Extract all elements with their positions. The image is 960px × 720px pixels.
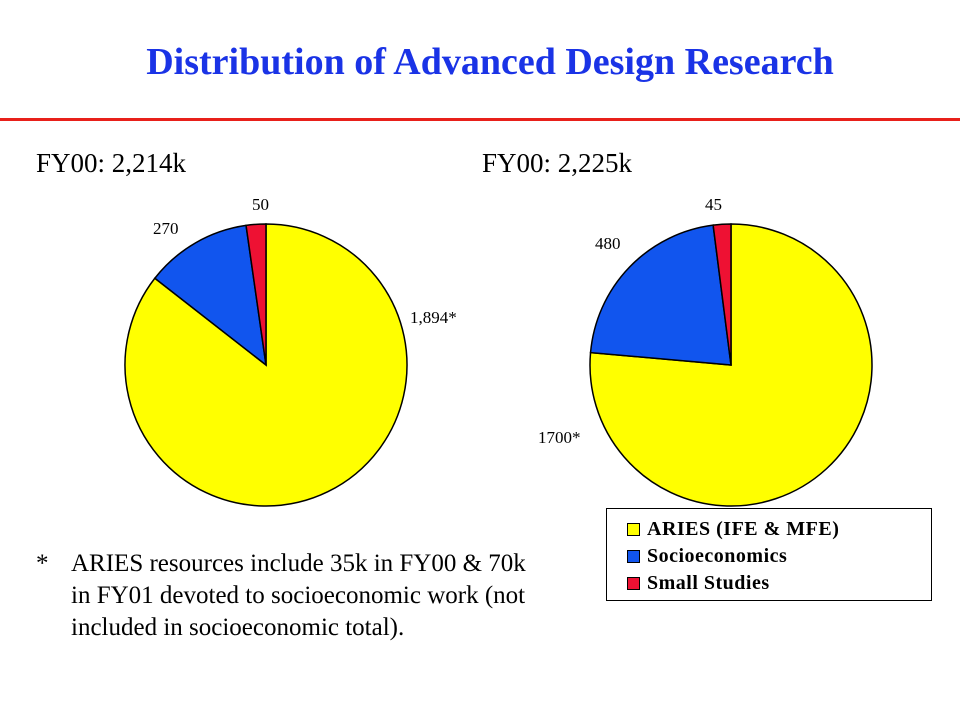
chart-legend: ARIES (IFE & MFE) Socioeconomics Small S… (606, 508, 932, 601)
pie-left-title: FY00: 2,214k (36, 148, 187, 178)
legend-label-small-studies: Small Studies (647, 571, 770, 594)
footnote-marker: * (36, 550, 49, 577)
legend-swatch-small-studies (627, 576, 640, 590)
pie-right-label-socioeconomics: 480 (595, 234, 621, 253)
pie-left-label-small-studies: 50 (252, 195, 269, 214)
legend-swatch-aries (627, 522, 640, 536)
legend-label-socioeconomics: Socioeconomics (647, 544, 788, 567)
pie-left-label-aries: 1,894* (410, 308, 457, 327)
legend-swatch-socioeconomics (627, 549, 640, 563)
pie-left-slice-socioeconomics (153, 224, 268, 367)
pie-right-title: FY00: 2,225k (482, 148, 633, 178)
legend-item-aries: ARIES (IFE & MFE) (627, 517, 839, 541)
pie-right-label-small-studies: 45 (705, 195, 722, 214)
pie-right-label-aries: 1700* (538, 428, 581, 447)
legend-label-aries: ARIES (IFE & MFE) (647, 517, 840, 540)
pie-chart-right: 1700* 480 45 (538, 195, 873, 507)
pie-right-slice-aries (589, 223, 873, 507)
legend-item-socioeconomics: Socioeconomics (627, 544, 787, 568)
legend-item-small-studies: Small Studies (627, 571, 770, 595)
pie-right-slice-socioeconomics (589, 224, 732, 366)
footnote-text: ARIES resources include 35k in FY00 & 70… (71, 550, 526, 641)
pie-left-label-socioeconomics: 270 (153, 219, 179, 238)
pie-right-slice-small-studies (712, 223, 732, 366)
pie-chart-left: 1,894* 270 50 (124, 195, 457, 507)
title-divider (0, 118, 960, 121)
pie-left-slice-small-studies (245, 223, 267, 366)
slide-title: Distribution of Advanced Design Research (146, 41, 834, 83)
